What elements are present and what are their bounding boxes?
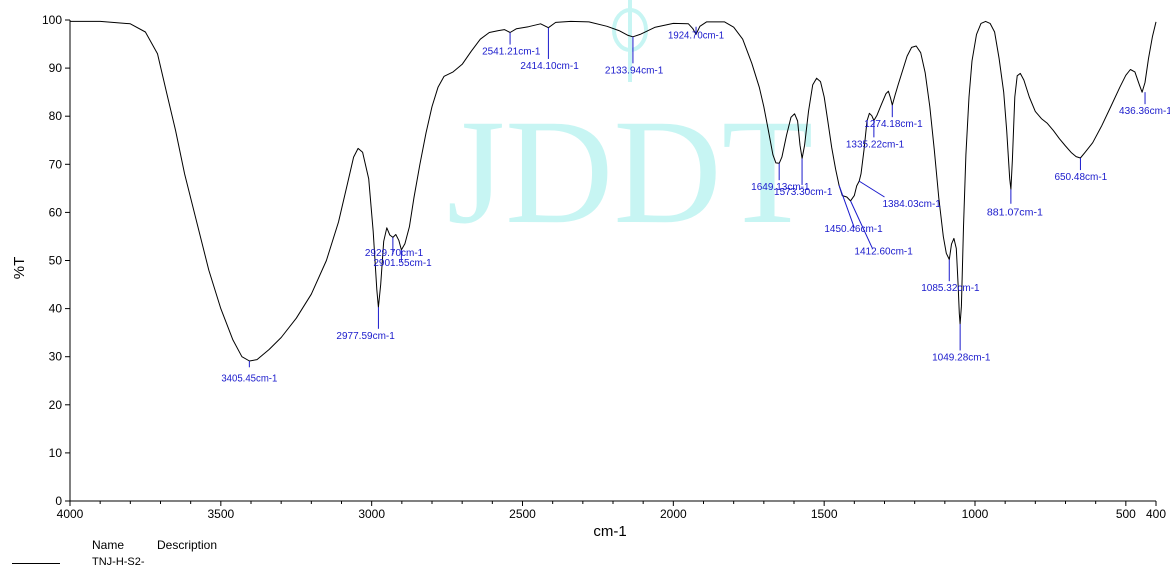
peak-marker-line	[838, 185, 855, 228]
peak-label: 650.48cm-1	[1054, 158, 1108, 183]
x-tick-label: 2000	[660, 507, 687, 521]
peak-label-text: 2541.21cm-1	[482, 47, 541, 58]
peak-label: 1573.30cm-1	[774, 158, 833, 198]
axes: 0 10 20 30 40 50 60 70 80 90 100 4000 3500 3000 2500 20…	[42, 13, 1166, 521]
peak-label-text: 2414.10cm-1	[520, 61, 579, 72]
x-tick-label: 400	[1146, 507, 1166, 521]
peak-label: 436.36cm-1	[1119, 92, 1170, 117]
peak-label: 1274.18cm-1	[864, 105, 923, 130]
legend-description-header: Description	[157, 538, 218, 552]
y-tick-label: 50	[49, 254, 63, 268]
peak-label: 1412.60cm-1	[850, 200, 913, 257]
peak-label: 2414.10cm-1	[520, 27, 579, 72]
peak-label-text: 1085.32cm-1	[921, 283, 980, 294]
peak-label: 2977.59cm-1	[336, 307, 395, 342]
x-tick-label: 1500	[811, 507, 838, 521]
peak-label-text: 3405.45cm-1	[221, 373, 277, 384]
peak-label: 1335.22cm-1	[846, 120, 905, 150]
peak-label: 1049.28cm-1	[932, 323, 991, 363]
peak-label-text: 2133.94cm-1	[605, 65, 664, 76]
x-tick-label: 3000	[358, 507, 385, 521]
peak-label-text: 1335.22cm-1	[846, 139, 905, 150]
peak-label-text: 1384.03cm-1	[883, 199, 942, 210]
y-tick-label: 70	[49, 157, 63, 171]
peak-label-text: 881.07cm-1	[987, 208, 1043, 219]
peak-label-text: 436.36cm-1	[1119, 106, 1170, 117]
peak-label-text: 1649.13cm-1	[751, 182, 810, 193]
peak-label: 1450.46cm-1	[824, 185, 883, 235]
x-tick-label: 3500	[207, 507, 234, 521]
peak-label-text: 1412.60cm-1	[854, 246, 913, 257]
x-tick-label: 4000	[57, 507, 84, 521]
peak-label: 2929.70cm-1	[365, 237, 424, 259]
peak-label-text: 1049.28cm-1	[932, 352, 991, 363]
peak-label: 3405.45cm-1	[221, 361, 278, 384]
y-tick-label: 80	[49, 109, 63, 123]
peak-label-text: 1924.70cm-1	[668, 31, 724, 42]
peak-labels-layer: 3405.45cm-1 2977.59cm-1 2929.70cm-12901.55…	[221, 26, 1170, 384]
x-tick-label: 1000	[962, 507, 989, 521]
legend-entry-name: TNJ-H-S2-	[92, 556, 145, 568]
peak-label: 1085.32cm-1	[921, 259, 980, 294]
peak-label-text: 2929.70cm-1	[365, 248, 424, 259]
peak-marker-line	[850, 200, 873, 249]
peak-marker-line	[858, 180, 885, 198]
y-tick-label: 30	[49, 350, 63, 364]
y-tick-label: 40	[49, 302, 63, 316]
peak-label: 2901.55cm-1	[373, 249, 432, 269]
peak-label: 881.07cm-1	[987, 189, 1043, 219]
watermark: JDDT	[447, 0, 814, 255]
peak-label-text: 1573.30cm-1	[774, 187, 833, 198]
y-tick-label: 0	[55, 494, 62, 508]
peak-label-text: 650.48cm-1	[1054, 172, 1107, 183]
peak-label-text: 2901.55cm-1	[373, 258, 432, 269]
peak-label: 1384.03cm-1	[858, 180, 942, 210]
y-axis-label: %T	[11, 257, 28, 280]
peak-label: 2541.21cm-1	[482, 32, 541, 58]
spectrum-series-line	[70, 20, 1157, 362]
y-tick-label: 10	[49, 446, 63, 460]
watermark-text: JDDT	[447, 89, 814, 255]
watermark-logo	[612, 0, 648, 82]
x-axis-label: cm-1	[593, 523, 626, 540]
peak-label: 1649.13cm-1	[751, 163, 810, 193]
y-tick-label: 60	[49, 205, 63, 219]
x-tick-label: 500	[1116, 507, 1136, 521]
y-tick-label: 90	[49, 61, 63, 75]
peak-label-text: 1274.18cm-1	[864, 119, 923, 130]
legend-name-header: Name	[92, 538, 125, 552]
peak-label-text: 2977.59cm-1	[336, 331, 395, 342]
spectrum-curve-layer	[70, 20, 1157, 362]
peak-label: 1924.70cm-1	[668, 26, 724, 42]
x-tick-label: 2500	[509, 507, 536, 521]
legend-line-swatch	[12, 563, 60, 564]
y-tick-label: 100	[42, 13, 62, 27]
peak-label-text: 1450.46cm-1	[824, 224, 883, 235]
y-tick-label: 20	[49, 398, 63, 412]
peak-label: 2133.94cm-1	[605, 36, 664, 76]
